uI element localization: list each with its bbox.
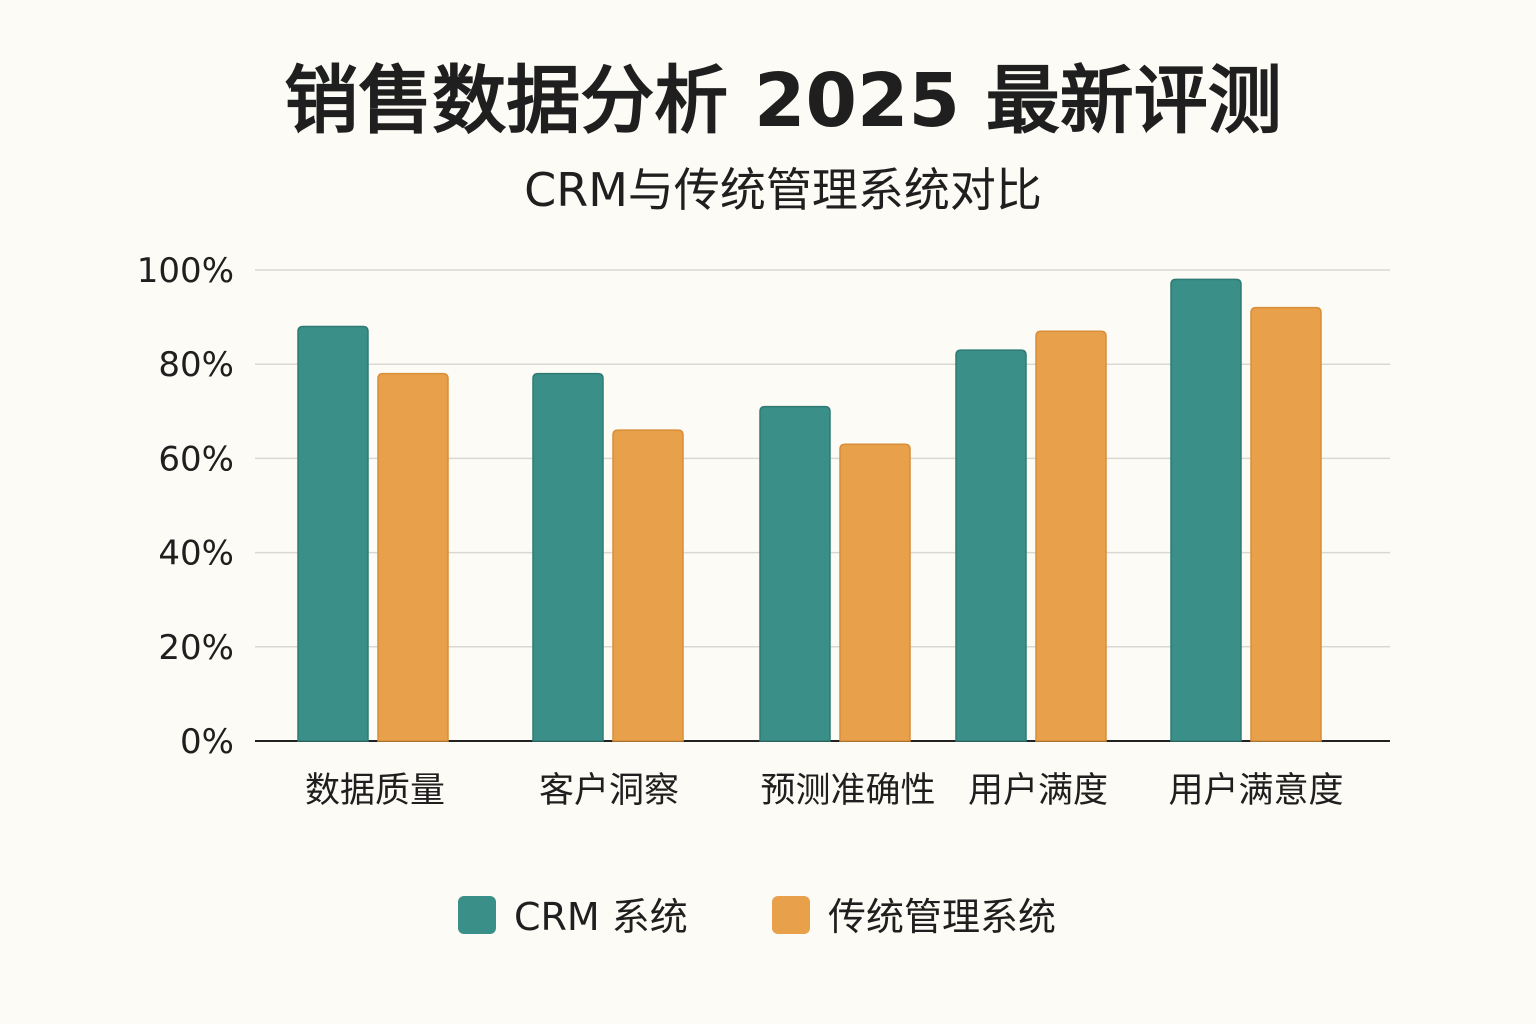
y-tick-label: 20% [158,628,234,668]
bar-crm-3 [955,349,1027,742]
bar-traditional-2 [839,443,911,742]
x-category-label: 用户满意度 [1168,771,1343,811]
chart-subtitle: CRM与传统管理系统对比 [524,163,1042,217]
y-tick-label: 0% [180,722,234,762]
x-category-label: 数据质量 [305,771,445,811]
bar-traditional-1 [612,429,684,742]
bar-traditional-4 [1250,306,1322,742]
bar-crm-0 [297,325,369,742]
bar-crm-2 [759,405,831,742]
bar-crm-1 [532,372,604,742]
bar-traditional-0 [377,372,449,742]
x-category-label: 预测准确性 [760,771,935,811]
y-tick-label: 40% [158,534,234,574]
legend-swatch-crm [458,896,496,934]
legend-label-traditional: 传统管理系统 [828,895,1056,939]
legend-swatch-traditional [772,896,810,934]
x-category-label: 用户满度 [968,771,1108,811]
y-tick-label: 60% [158,439,234,479]
legend-label-crm: CRM 系统 [514,895,688,939]
x-category-label: 客户洞察 [539,771,679,811]
bar-crm-4 [1170,278,1242,742]
y-tick-label: 80% [158,345,234,385]
bar-traditional-3 [1035,330,1107,742]
chart-title: 销售数据分析 2025 最新评测 [284,58,1281,144]
y-tick-label: 100% [137,251,234,291]
